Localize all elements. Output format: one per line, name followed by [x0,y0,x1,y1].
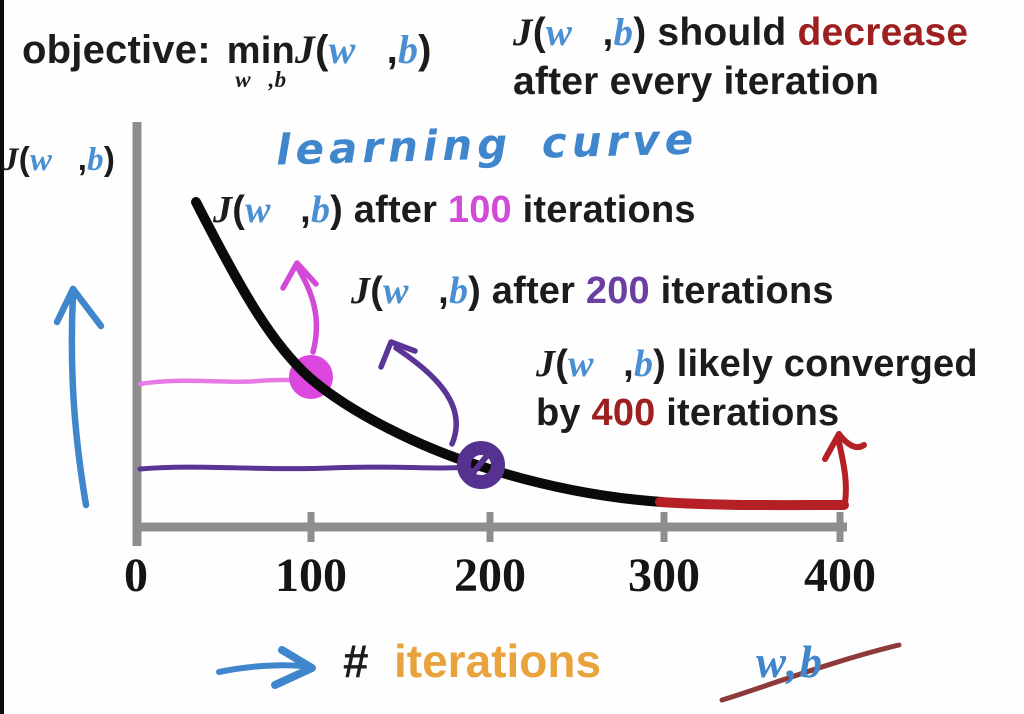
left-edge-strip [0,0,4,714]
annotation-converged-400: J(w⃗,b) likely converged by 400 iteratio… [536,340,1024,439]
x-axis-title: iterations [394,635,602,687]
min-operator: min w⃗,b [227,30,295,93]
decrease-note-line1: J(w⃗,b) should decrease [513,11,969,54]
learning-curve-line [191,197,667,507]
x-tick-label-400: 400 [804,549,876,602]
value-100: 100 [447,189,512,231]
hash-symbol: # [343,635,369,687]
x-tick-label-200: 200 [454,549,526,602]
cost-function-expression: J(w⃗,b) [536,343,666,385]
min-subscript: w⃗,b [235,67,287,92]
objective-statement: objective: min w⃗,b J(w⃗,b) [22,26,432,93]
cost-function-expression: J(w⃗,b) [351,270,481,312]
purple-level-line [137,464,469,472]
cost-function-expression: J(w⃗,b) [294,27,432,72]
red-up-arrow-icon [822,431,867,506]
x-tick-label-0: 0 [124,549,148,602]
crossed-out-wb: w,b [756,637,825,687]
decrease-note: J(w⃗,b) should decrease after every iter… [513,8,968,106]
objective-label: objective: [22,28,211,72]
magenta-up-arrow-icon [280,260,320,355]
decrease-highlight: decrease [797,11,969,54]
converged-line1: J(w⃗,b) likely converged [536,343,978,385]
cost-function-expression: J(w⃗,b) [2,140,116,178]
converged-line2: by 400 iterations [536,392,840,435]
value-200: 200 [585,270,650,312]
blue-right-arrow-icon [216,646,316,689]
converged-segment [655,497,849,511]
min-word: min [226,30,295,72]
value-400: 400 [591,392,656,435]
blue-up-arrow-icon [53,285,105,509]
x-tick-label-100: 100 [275,549,347,602]
marker-200-iterations [457,441,505,489]
strikethrough-line [719,642,902,703]
annotation-100-iterations: J(w⃗,b) after 100 iterations [213,189,696,231]
cost-function-expression: J(w⃗,b) [513,11,647,54]
x-axis [133,512,847,542]
y-axis-label: J(w⃗,b) [2,140,115,179]
decrease-note-line2: after every iteration [513,60,880,104]
annotation-200-iterations: J(w⃗,b) after 200 iterations [351,270,834,312]
purple-up-arrow-icon [378,339,459,447]
cost-function-expression: J(w⃗,b) [213,189,343,231]
x-tick-label-300: 300 [628,549,700,602]
magenta-level-line [137,376,304,387]
